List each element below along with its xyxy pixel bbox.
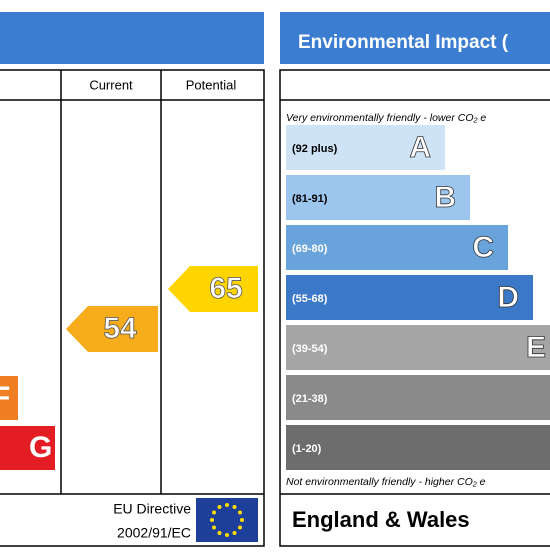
region-label: England & Wales: [292, 507, 470, 532]
band-range: (81-91): [292, 193, 328, 205]
rating-band: [286, 325, 550, 370]
bottom-note: Not environmentally friendly - higher CO…: [286, 476, 486, 488]
top-note: Very environmentally friendly - lower CO…: [286, 112, 486, 124]
eu-stars: [210, 503, 244, 537]
rating-band: [0, 376, 18, 420]
rating-band: [286, 275, 533, 320]
rating-band: [286, 425, 550, 470]
environment-title: Environmental Impact (: [298, 32, 509, 53]
energy-frame: [0, 69, 265, 547]
energy-header: [0, 12, 264, 64]
column-header: Potential: [186, 77, 237, 92]
band-range: (39-54): [292, 343, 328, 355]
directive-text: EU Directive: [113, 501, 191, 517]
eu-star: [237, 510, 242, 515]
current-arrow: [66, 306, 158, 352]
potential-arrow: [168, 266, 258, 312]
band-letter: E: [526, 331, 546, 364]
eu-star: [217, 505, 222, 510]
band-range: (92 plus): [292, 143, 338, 155]
eu-star: [240, 518, 244, 522]
eu-star: [232, 505, 237, 510]
band-letter: C: [472, 231, 494, 264]
band-letter: D: [497, 281, 519, 314]
rating-band: [0, 426, 55, 470]
band-letter: B: [434, 181, 456, 214]
environment-frame: [279, 69, 550, 547]
eu-star: [225, 503, 229, 507]
environment-header: [280, 12, 550, 64]
band-range: (69-80): [292, 243, 328, 255]
eu-star: [210, 518, 214, 522]
eu-star: [212, 510, 217, 515]
rating-band: [286, 125, 445, 170]
eu-star: [225, 533, 229, 537]
band-letter: A: [409, 131, 431, 164]
eu-star: [237, 525, 242, 530]
rating-band: [286, 175, 470, 220]
band-range: (55-68): [292, 293, 328, 305]
band-letter: G: [29, 431, 52, 464]
eu-star: [212, 525, 217, 530]
band-range: (1-20): [292, 443, 322, 455]
eu-star: [217, 530, 222, 535]
potential-rating: 65: [209, 272, 242, 305]
current-rating: 54: [103, 312, 137, 345]
band-letter: F: [0, 381, 10, 414]
directive-text: 2002/91/EC: [117, 525, 191, 541]
rating-band: [286, 375, 550, 420]
eu-star: [232, 530, 237, 535]
band-range: (21-38): [292, 393, 328, 405]
rating-band: [286, 225, 508, 270]
column-header: Current: [89, 77, 133, 92]
